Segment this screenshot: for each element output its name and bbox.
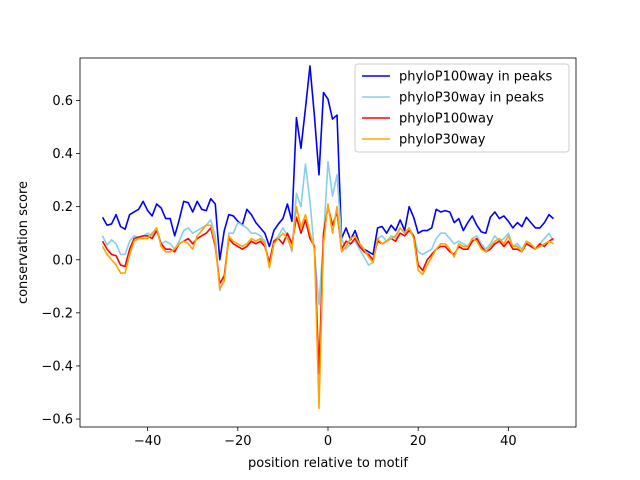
y-tick-label: −0.6 (41, 413, 73, 428)
legend-label-1: phyloP100way in peaks (399, 70, 553, 85)
y-tick-label: 0.2 (52, 200, 73, 215)
legend-label-2: phyloP30way in peaks (399, 91, 544, 106)
x-axis-ticks: −40 −20 0 20 40 (134, 427, 517, 449)
series-layer (101, 65, 555, 410)
y-tick-label: 0.6 (52, 94, 73, 109)
legend-label-3: phyloP100way (399, 112, 494, 127)
x-tick-label: 20 (410, 434, 427, 449)
series-line-1 (101, 65, 554, 261)
y-tick-label: 0.0 (52, 253, 73, 268)
legend-box (354, 63, 570, 153)
legend: phyloP100way in peaks phyloP30way in peak… (354, 63, 570, 153)
y-axis-ticks: −0.6 −0.4 −0.2 0.0 0.2 0.4 0.6 (41, 94, 80, 428)
x-axis-label: position relative to motif (248, 456, 408, 471)
y-axis-label: conservation score (16, 181, 31, 304)
x-tick-label: −40 (134, 434, 161, 449)
series-line-2 (101, 160, 555, 306)
y-tick-label: 0.4 (52, 147, 73, 162)
x-tick-label: 40 (500, 434, 517, 449)
series-line-4 (101, 203, 554, 410)
legend-label-4: phyloP30way (399, 133, 486, 148)
x-tick-label: −20 (224, 434, 251, 449)
y-tick-label: −0.2 (41, 306, 73, 321)
y-tick-label: −0.4 (41, 359, 73, 374)
x-tick-label: 0 (324, 434, 332, 449)
